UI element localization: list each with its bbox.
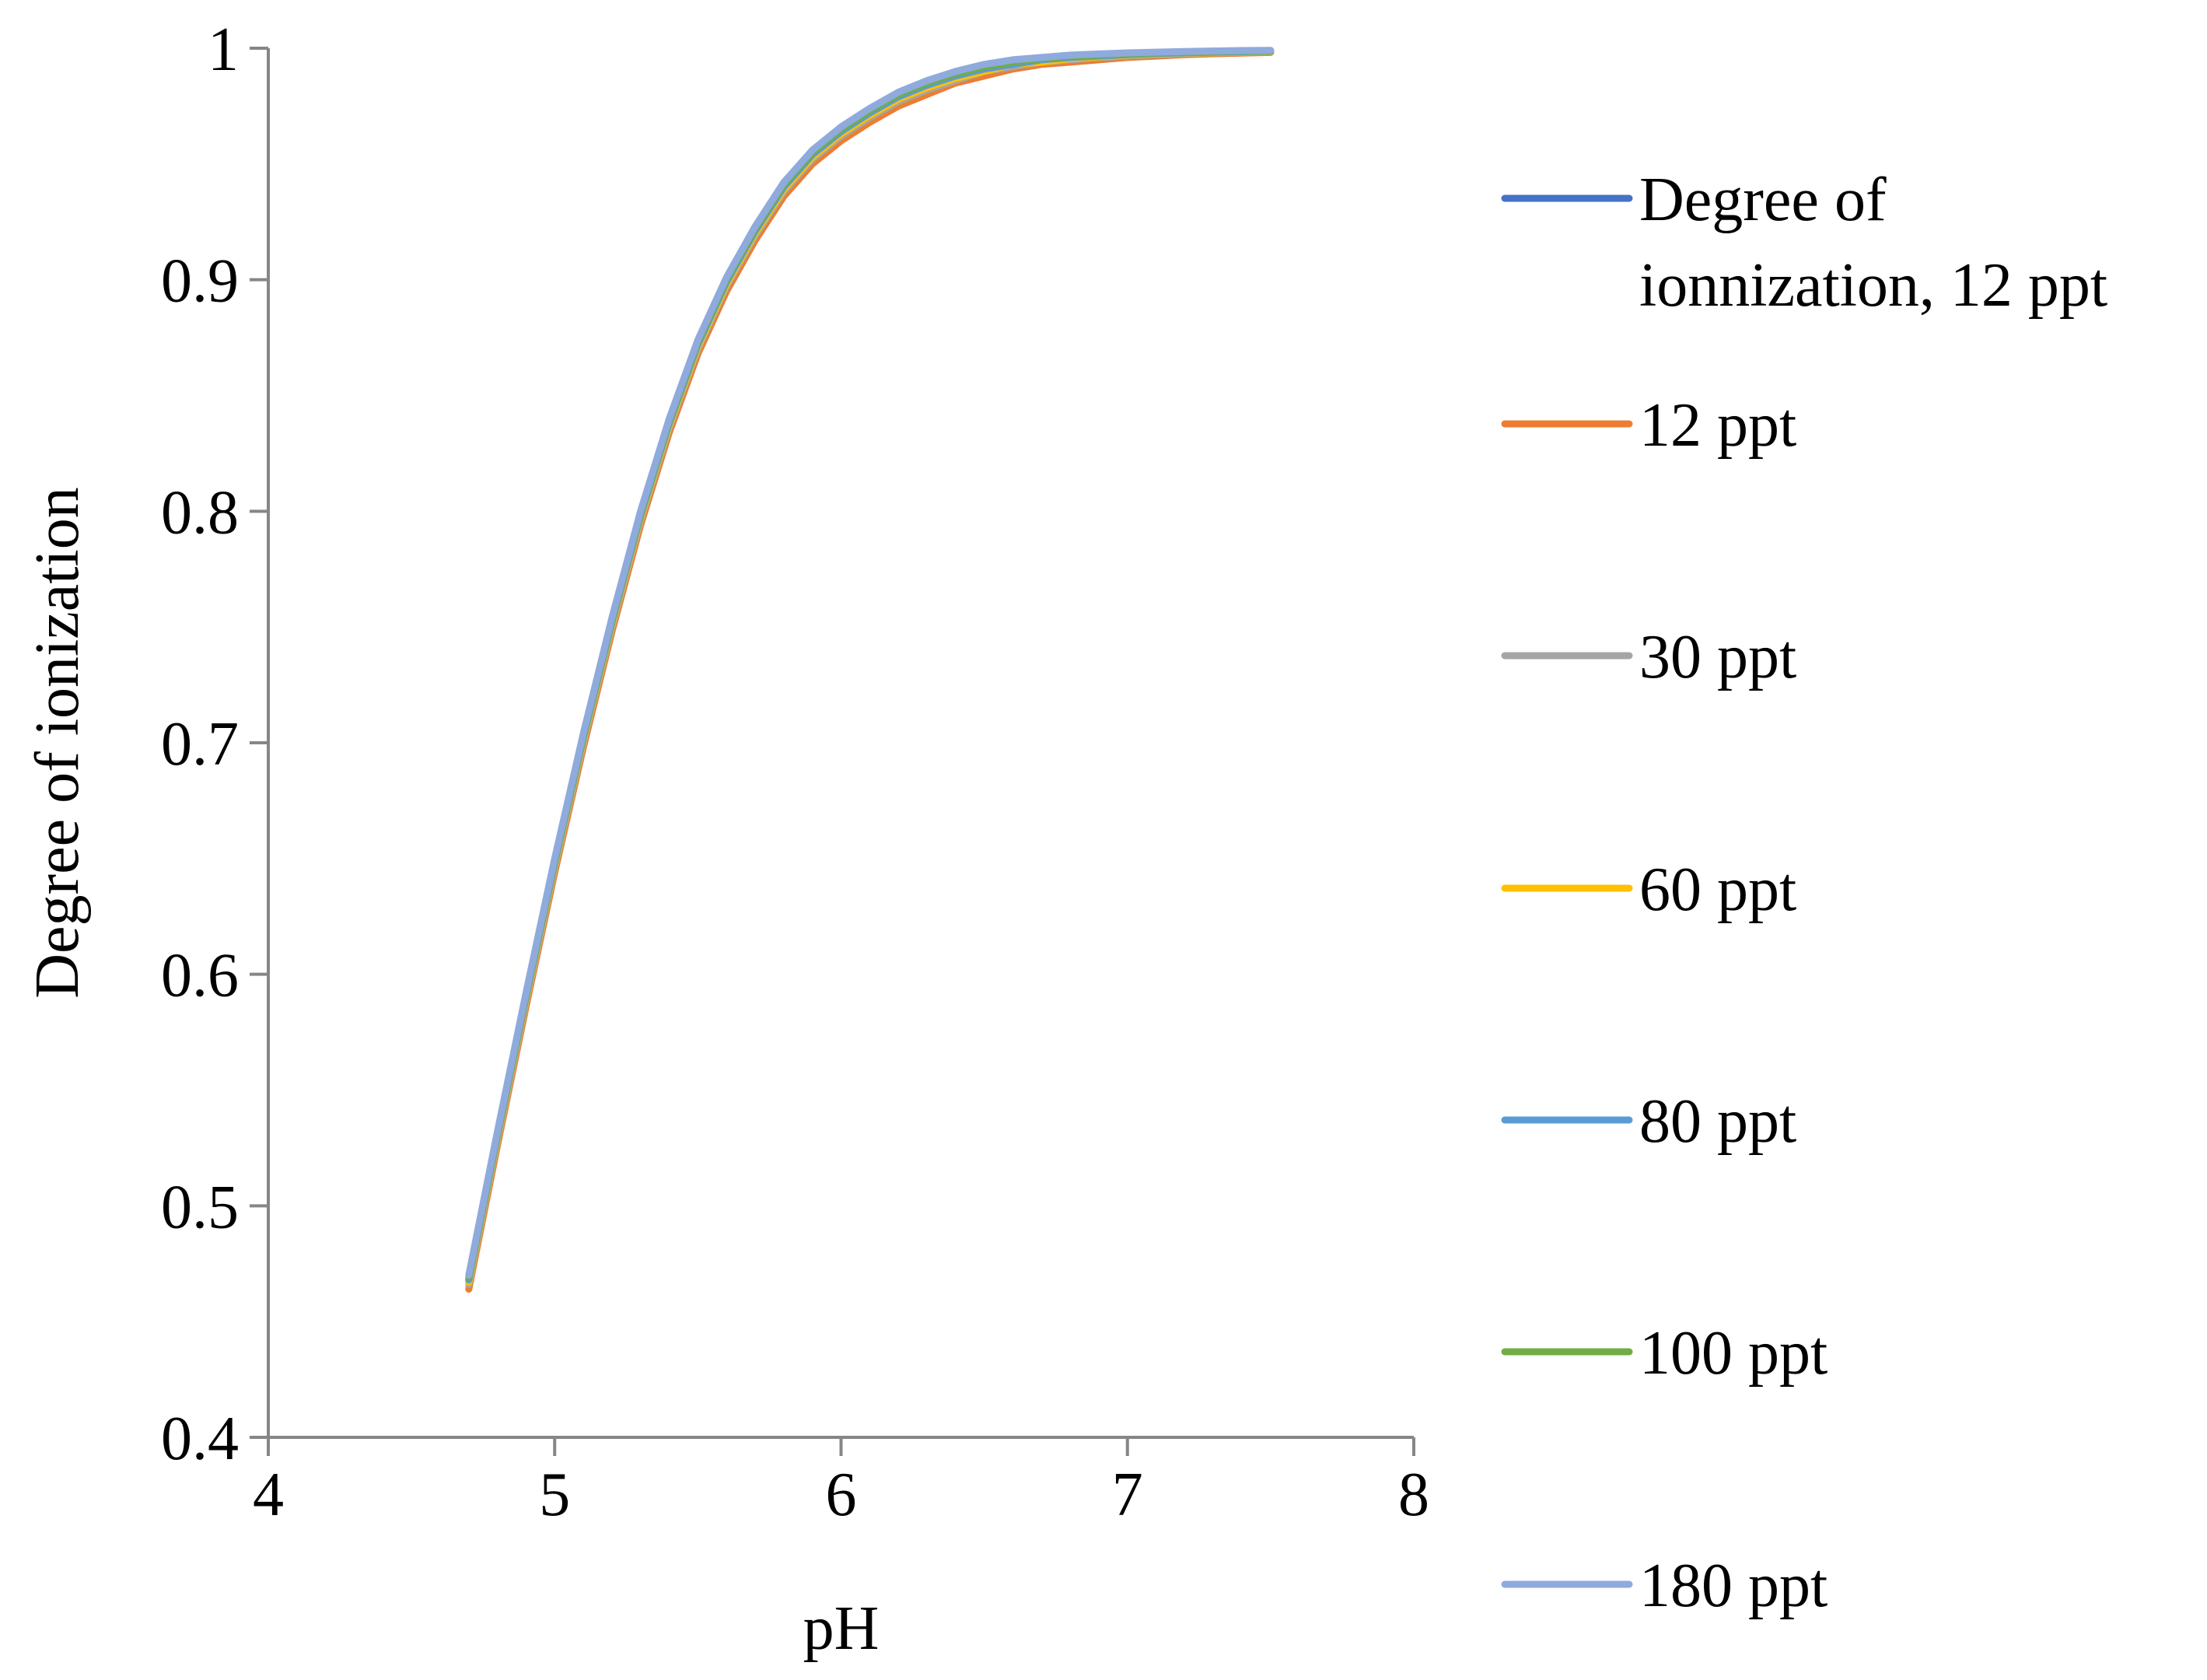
legend-label: 80 ppt [1639, 1087, 1796, 1156]
legend-item: 80 ppt [1501, 1087, 1796, 1156]
legend-item: 100 ppt [1501, 1319, 1828, 1388]
y-tick-label: 1 [208, 16, 239, 84]
y-axis-title: Degree of ionization [23, 487, 92, 999]
y-tick-label: 0.8 [161, 478, 239, 547]
legend: Degree of ionnization, 12 ppt 12 ppt 30 ppt… [1501, 166, 2107, 1620]
legend-label: ionnization, 12 ppt [1639, 251, 2107, 320]
legend-item: 180 ppt [1501, 1552, 1828, 1620]
series-line-1 [465, 47, 1275, 1284]
series-line-4 [465, 47, 1275, 1286]
legend-label: 100 ppt [1639, 1319, 1828, 1388]
legend-label: 180 ppt [1639, 1552, 1828, 1620]
legend-item: Degree of ionnization, 12 ppt [1501, 166, 2107, 320]
legend-item: 60 ppt [1501, 856, 1796, 924]
legend-label: 12 ppt [1639, 391, 1796, 460]
x-tick-label: 7 [1112, 1461, 1143, 1529]
series-line-7 [465, 47, 1275, 1279]
x-tick-label: 4 [253, 1461, 284, 1529]
legend-label: Degree of [1639, 166, 1887, 234]
series-line-6 [465, 47, 1275, 1282]
y-tick-label: 0.9 [161, 247, 239, 316]
series-line-2 [465, 48, 1275, 1293]
axes: 0.4 0.5 0.6 0.7 0.8 0.9 1 4 5 6 7 8 [161, 16, 1429, 1529]
y-tick-label: 0.7 [161, 710, 239, 779]
y-tick-label: 0.6 [161, 942, 239, 1010]
series-layer [465, 47, 1275, 1293]
x-tick-label: 6 [826, 1461, 857, 1529]
legend-label: 60 ppt [1639, 856, 1796, 924]
legend-item: 12 ppt [1501, 391, 1796, 460]
legend-label: 30 ppt [1639, 623, 1796, 691]
series-line-3 [465, 48, 1275, 1288]
series-line-5 [465, 47, 1275, 1284]
legend-item: 30 ppt [1501, 623, 1796, 691]
x-tick-label: 5 [539, 1461, 570, 1529]
y-tick-label: 0.5 [161, 1173, 239, 1241]
x-axis-title: pH [803, 1594, 880, 1663]
y-tick-label: 0.4 [161, 1405, 239, 1473]
x-tick-label: 8 [1398, 1461, 1429, 1529]
